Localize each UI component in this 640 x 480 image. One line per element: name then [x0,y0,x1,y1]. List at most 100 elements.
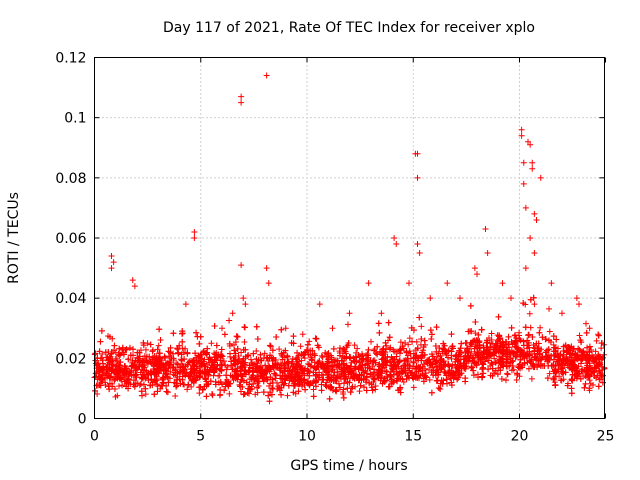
data-point [536,347,543,354]
data-point [270,355,277,362]
data-point [284,392,291,399]
x-tick-label: 10 [298,429,316,445]
data-point [432,369,439,376]
data-point [232,360,239,367]
data-point [584,344,591,351]
data-point [375,320,382,327]
data-point [506,344,513,351]
data-point [230,354,237,361]
data-point [323,383,330,390]
data-point [226,390,233,397]
data-point [504,371,511,378]
data-point [416,314,423,321]
data-point [475,331,482,338]
data-point [311,350,318,357]
data-point [185,382,192,389]
data-point [522,204,529,211]
data-point [94,361,101,368]
data-point [361,384,368,391]
y-tick-label: 0.06 [55,231,86,247]
data-point [531,348,538,355]
data-point [396,370,403,377]
data-point [271,370,278,377]
data-point [452,353,459,360]
data-point [374,351,381,358]
data-point [194,333,201,340]
data-point [175,350,182,357]
plot-frame [94,57,605,419]
data-point [266,364,273,371]
data-point [533,216,540,223]
data-point [598,340,605,347]
data-point [170,330,177,337]
data-point [569,360,576,367]
data-point [171,379,178,386]
data-point [295,388,302,395]
data-point [344,378,351,385]
data-point [517,337,524,344]
data-point [357,382,364,389]
data-point [108,265,115,272]
data-point [334,374,341,381]
data-point [385,383,392,390]
data-point [235,353,242,359]
data-point [481,348,488,355]
data-point [587,365,594,372]
data-point [232,361,239,368]
data-point [290,382,297,389]
data-point [257,351,264,358]
data-point [232,350,239,357]
data-point [163,388,170,395]
data-point [250,361,257,368]
data-point [165,379,172,386]
data-point [250,368,257,375]
data-point [372,350,379,357]
data-point [556,361,563,368]
data-point [524,337,531,344]
data-point [138,375,145,382]
data-point [492,367,499,374]
data-point [247,356,254,363]
data-point [569,377,576,384]
data-point [446,363,453,370]
data-point [123,373,130,380]
data-point [448,382,455,389]
data-point [129,277,136,284]
data-point [364,358,371,365]
data-point [140,374,147,381]
data-point [403,375,410,382]
data-point [312,383,319,390]
data-point [241,363,248,370]
data-point [191,228,198,235]
data-point [282,347,289,354]
data-point [241,324,248,331]
data-point [536,329,543,336]
y-tick-label: 0.12 [55,51,86,67]
data-point [433,324,440,331]
data-point [385,319,392,326]
data-point [363,370,370,377]
data-point [448,379,455,386]
data-point [268,391,275,398]
data-point [508,295,514,302]
data-point [522,324,529,331]
data-point [524,359,531,366]
data-point [340,394,347,401]
data-point [419,367,426,374]
data-point [489,373,496,380]
data-point [370,370,377,377]
data-point [570,345,577,352]
data-point [597,361,604,368]
data-point [456,347,463,354]
data-point [533,340,540,347]
data-point [426,359,433,366]
data-point [254,335,261,342]
data-point [481,358,488,365]
data-point [213,342,220,349]
data-point [403,349,410,356]
data-point [142,385,149,392]
data-point [382,339,389,346]
data-point [441,346,448,353]
data-point [428,331,435,338]
data-point [113,371,120,378]
